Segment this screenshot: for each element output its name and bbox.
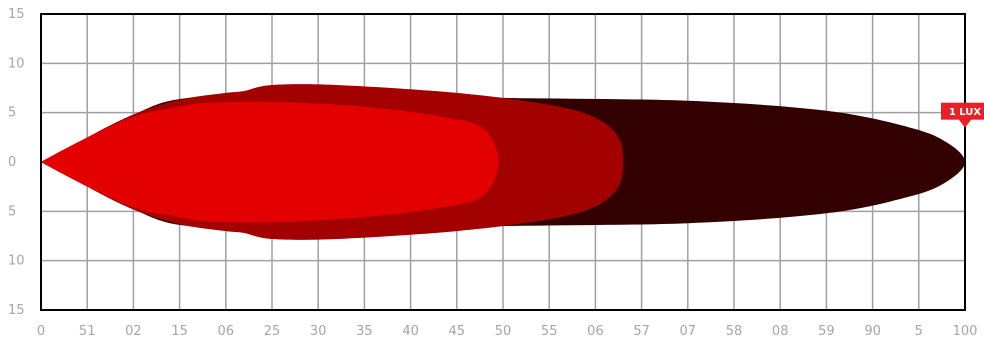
x-axis-ticks: 0 51 02 15 06 25 30 35 40 45 50 55 06 57 07 58 08 59 90 5 10… bbox=[37, 324, 978, 339]
plot-frame bbox=[40, 13, 966, 311]
x-tick-label: 06 bbox=[218, 324, 235, 339]
y-tick-label: 0 bbox=[8, 155, 16, 170]
x-tick-label: 58 bbox=[726, 324, 743, 339]
x-tick-label: 5 bbox=[915, 324, 923, 339]
y-axis-ticks: 15 10 5 0 5 10 15 bbox=[8, 7, 25, 318]
y-tick-label: 15 bbox=[8, 303, 25, 318]
y-tick-label: 5 bbox=[8, 106, 16, 121]
x-tick-label: 35 bbox=[356, 324, 373, 339]
x-tick-label: 30 bbox=[310, 324, 327, 339]
x-tick-label: 02 bbox=[125, 324, 142, 339]
x-tick-label: 08 bbox=[772, 324, 789, 339]
x-tick-label: 51 bbox=[79, 324, 96, 339]
x-tick-label: 06 bbox=[587, 324, 604, 339]
lux-badge bbox=[941, 102, 984, 120]
y-tick-label: 15 bbox=[8, 7, 25, 22]
x-tick-label: 55 bbox=[541, 324, 558, 339]
x-tick-label: 45 bbox=[449, 324, 466, 339]
y-tick-label: 10 bbox=[8, 254, 25, 269]
lux-label: 1 LUX bbox=[949, 107, 982, 118]
x-tick-label: 40 bbox=[402, 324, 419, 339]
x-tick-label: 50 bbox=[495, 324, 512, 339]
lux-badge-pointer bbox=[958, 118, 972, 128]
beam-series-group bbox=[41, 84, 965, 240]
x-tick-label: 15 bbox=[171, 324, 188, 339]
y-tick-label: 10 bbox=[8, 56, 25, 71]
x-tick-label: 57 bbox=[633, 324, 650, 339]
x-tick-label: 0 bbox=[37, 324, 45, 339]
x-tick-label: 07 bbox=[680, 324, 697, 339]
x-tick-label: 25 bbox=[264, 324, 281, 339]
x-tick-label: 59 bbox=[818, 324, 835, 339]
x-tick-label: 100 bbox=[953, 324, 978, 339]
lux-marker: 1 LUX bbox=[941, 102, 984, 128]
y-tick-label: 5 bbox=[8, 204, 16, 219]
x-tick-label: 90 bbox=[864, 324, 881, 339]
beam-area-3 bbox=[41, 101, 499, 223]
